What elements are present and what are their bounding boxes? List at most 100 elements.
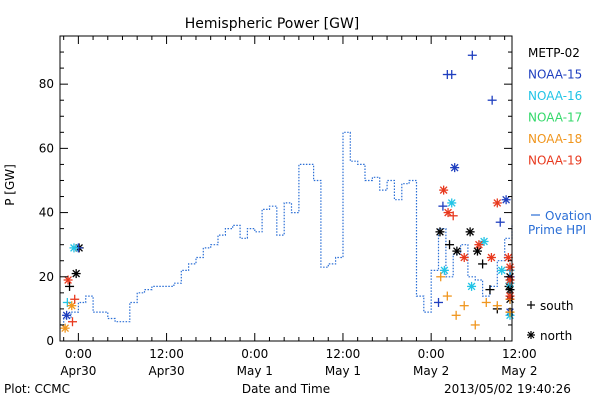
noaa-18-point-3 <box>436 272 446 282</box>
legend: METP-02 NOAA-15 NOAA-16 NOAA-17 NOAA-18 NOAA-… <box>527 46 592 343</box>
axes: 0 20 40 60 80 0:00 Apr30 12:00 Apr30 0:00 May 1 12:… <box>39 35 537 378</box>
noaa-15-point-7 <box>450 163 460 173</box>
y-tick-label: 80 <box>39 77 54 91</box>
metp-02-point-9 <box>478 259 488 269</box>
ovation-legend-label: Ovation <box>545 209 592 223</box>
marker-stroke <box>467 282 476 291</box>
noaa-19-point-9 <box>486 253 496 263</box>
chart-title: Hemispheric Power [GW] <box>185 16 360 32</box>
x-tick-date-label: Apr30 <box>149 364 185 378</box>
noaa-19-point-10 <box>492 198 502 208</box>
noaa-18-point-1 <box>60 323 70 333</box>
marker-stroke <box>440 266 449 275</box>
metp-02-point-1 <box>65 281 75 291</box>
legend-entry-noaa-19: NOAA-19 <box>528 154 582 168</box>
x-tick-date-label: Apr30 <box>60 364 96 378</box>
metp-02-point-4 <box>435 227 445 237</box>
x-tick-time-label: 12:00 <box>326 347 361 361</box>
metp-02-point-5 <box>445 240 455 250</box>
metp-02-point-10 <box>485 285 495 295</box>
noaa-15-point-3 <box>434 297 444 307</box>
noaa-19-point-7 <box>459 253 469 263</box>
legend-entry-metp-02: METP-02 <box>528 46 580 60</box>
marker-stroke <box>466 227 474 236</box>
noaa-16-point-1 <box>69 243 79 253</box>
plot-area <box>60 50 515 333</box>
noaa-16-point-7 <box>497 265 507 275</box>
metp-02-point-6 <box>452 246 462 256</box>
x-tick-date-label: May 2 <box>501 364 537 378</box>
marker-stroke <box>450 163 459 172</box>
marker-stroke <box>504 253 513 262</box>
marker-legend-south-symbol <box>527 301 535 309</box>
noaa-19-point-1 <box>63 275 73 285</box>
marker-stroke <box>447 199 456 207</box>
marker-stroke <box>72 269 81 278</box>
metp-02-point-7 <box>465 227 475 237</box>
x-tick-date-label: May 1 <box>237 364 273 378</box>
noaa-19-point-4 <box>439 185 449 195</box>
marker-stroke <box>64 276 72 284</box>
marker-legend-north-symbol <box>527 331 535 339</box>
noaa-19-point-8 <box>474 240 484 250</box>
x-tick-time-label: 0:00 <box>418 347 445 361</box>
noaa-15-point-9 <box>487 95 497 105</box>
plot-frame <box>59 35 513 342</box>
x-tick-date-label: May 2 <box>413 364 449 378</box>
noaa-18-point-4 <box>442 291 452 301</box>
noaa-19-point-14 <box>505 262 515 272</box>
metp-02-point-8 <box>472 246 482 256</box>
noaa-18-point-9 <box>492 301 502 311</box>
noaa-16-point-6 <box>479 236 489 246</box>
noaa-18-point-5 <box>451 310 461 320</box>
legend-entry-noaa-17: NOAA-17 <box>528 111 582 125</box>
marker-stroke <box>502 195 510 204</box>
x-tick-date-label: May 1 <box>325 364 361 378</box>
noaa-19-point-5 <box>443 208 453 218</box>
marker-stroke <box>527 331 535 339</box>
marker-stroke <box>475 240 483 249</box>
ovation-legend-label-line2: Prime HPI <box>528 223 586 237</box>
x-tick-time-label: 0:00 <box>241 347 268 361</box>
marker-legend-south-label: south <box>540 299 574 313</box>
noaa-16-point-5 <box>467 281 477 291</box>
y-tick-label: 0 <box>46 334 54 348</box>
y-axis-label: P [GW] <box>3 164 17 206</box>
legend-entry-noaa-16: NOAA-16 <box>528 89 582 103</box>
noaa-16-point-4 <box>447 198 457 208</box>
marker-stroke <box>460 253 469 262</box>
x-axis-label: Date and Time <box>242 382 330 396</box>
marker-legend-north-label: north <box>540 329 572 343</box>
marker-stroke <box>493 199 502 207</box>
marker-stroke <box>62 311 71 320</box>
y-tick-label: 60 <box>39 141 54 155</box>
marker-stroke <box>487 253 496 262</box>
noaa-15-point-10 <box>495 217 505 227</box>
noaa-15-point-11 <box>501 195 511 205</box>
marker-stroke <box>497 266 506 275</box>
noaa-19-point-6 <box>448 211 458 221</box>
marker-stroke <box>480 237 488 246</box>
plot-credit: Plot: CCMC <box>4 382 70 396</box>
x-tick-time-label: 0:00 <box>65 347 92 361</box>
metp-02-point-2 <box>71 269 81 279</box>
marker-stroke <box>436 227 444 236</box>
noaa-18-point-8 <box>481 297 491 307</box>
marker-stroke <box>67 301 76 310</box>
marker-stroke <box>439 186 448 194</box>
marker-stroke <box>473 247 482 255</box>
legend-entry-noaa-15: NOAA-15 <box>528 68 582 82</box>
x-tick-time-label: 12:00 <box>502 347 537 361</box>
noaa-18-point-2 <box>67 301 77 311</box>
noaa-19-point-3 <box>67 317 77 327</box>
noaa-15-point-8 <box>467 50 477 60</box>
noaa-18-point-7 <box>470 320 480 330</box>
y-tick-label: 20 <box>39 270 54 284</box>
noaa-19-point-2 <box>70 294 80 304</box>
marker-stroke <box>70 244 78 252</box>
y-tick-label: 40 <box>39 206 54 220</box>
marker-stroke <box>61 324 70 333</box>
noaa-15-point-4 <box>438 201 448 211</box>
